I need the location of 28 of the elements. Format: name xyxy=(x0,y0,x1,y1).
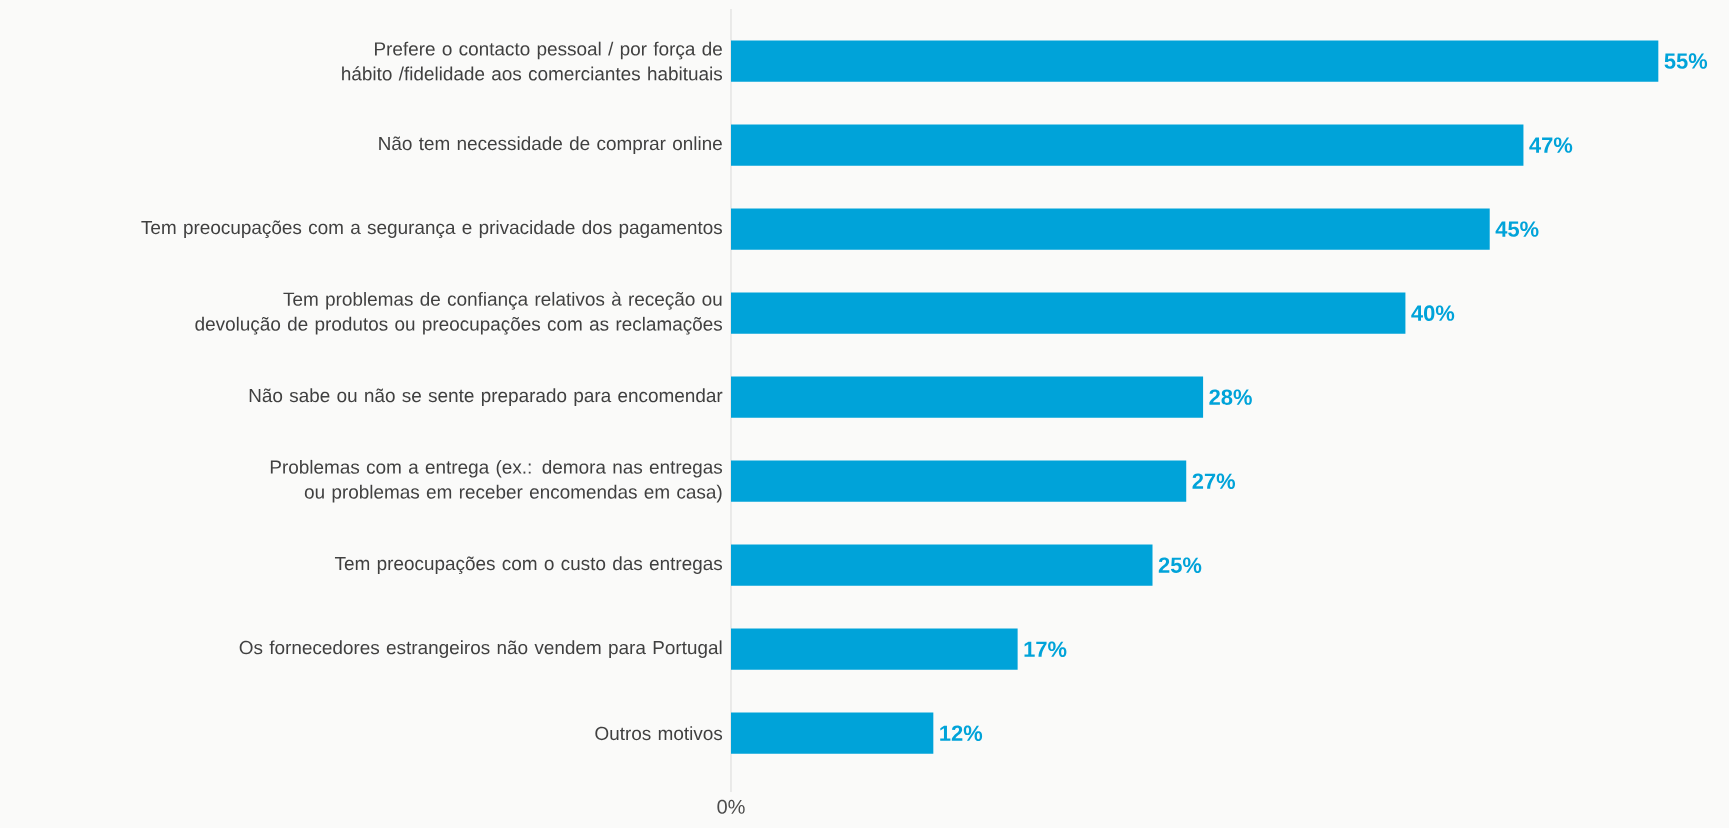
y-tick-label: Não tem necessidade de comprar online xyxy=(379,136,722,154)
bar xyxy=(731,376,1204,418)
data-label: 40% xyxy=(1411,305,1455,321)
bar xyxy=(731,544,1153,586)
data-label: 25% xyxy=(1158,557,1202,573)
data-label: 55% xyxy=(1664,53,1708,69)
data-label: 12% xyxy=(940,725,983,741)
y-tick-label: Não sabe ou não se sente preparado para encomendar xyxy=(249,388,723,406)
text: 0% xyxy=(717,799,745,814)
bar xyxy=(731,292,1406,334)
y-tick-label: Prefere o contacto pessoal / por força de hábito /fidelidade aos comerciantes habituais xyxy=(342,41,723,81)
data-label: 47% xyxy=(1529,137,1573,153)
data-label: 45% xyxy=(1495,221,1539,237)
y-tick-label: Os fornecedores estrangeiros não vendem para Portugal xyxy=(239,640,722,658)
bar xyxy=(731,40,1659,82)
bar xyxy=(731,460,1187,502)
y-tick-label: Tem problemas de confiança relativos à receção ou devolução de produtos ou preocupações com as reclamações xyxy=(195,291,723,335)
bar xyxy=(731,628,1018,670)
y-tick-label: Tem preocupações com a segurança e privacidade dos pagamentos xyxy=(141,220,722,238)
bar xyxy=(731,124,1524,166)
bar xyxy=(731,208,1490,250)
y-tick-label: Tem preocupações com o custo das entregas xyxy=(334,556,723,575)
y-tick-label: Outros motivos xyxy=(595,726,723,741)
y-tick-label: Problemas com a entrega (ex.: demora nas entregas ou problemas em receber encomendas em casa) xyxy=(270,459,723,503)
bar xyxy=(731,712,934,754)
data-label: 17% xyxy=(1024,641,1067,657)
data-label: 28% xyxy=(1209,389,1252,405)
data-label: 27% xyxy=(1192,473,1236,489)
